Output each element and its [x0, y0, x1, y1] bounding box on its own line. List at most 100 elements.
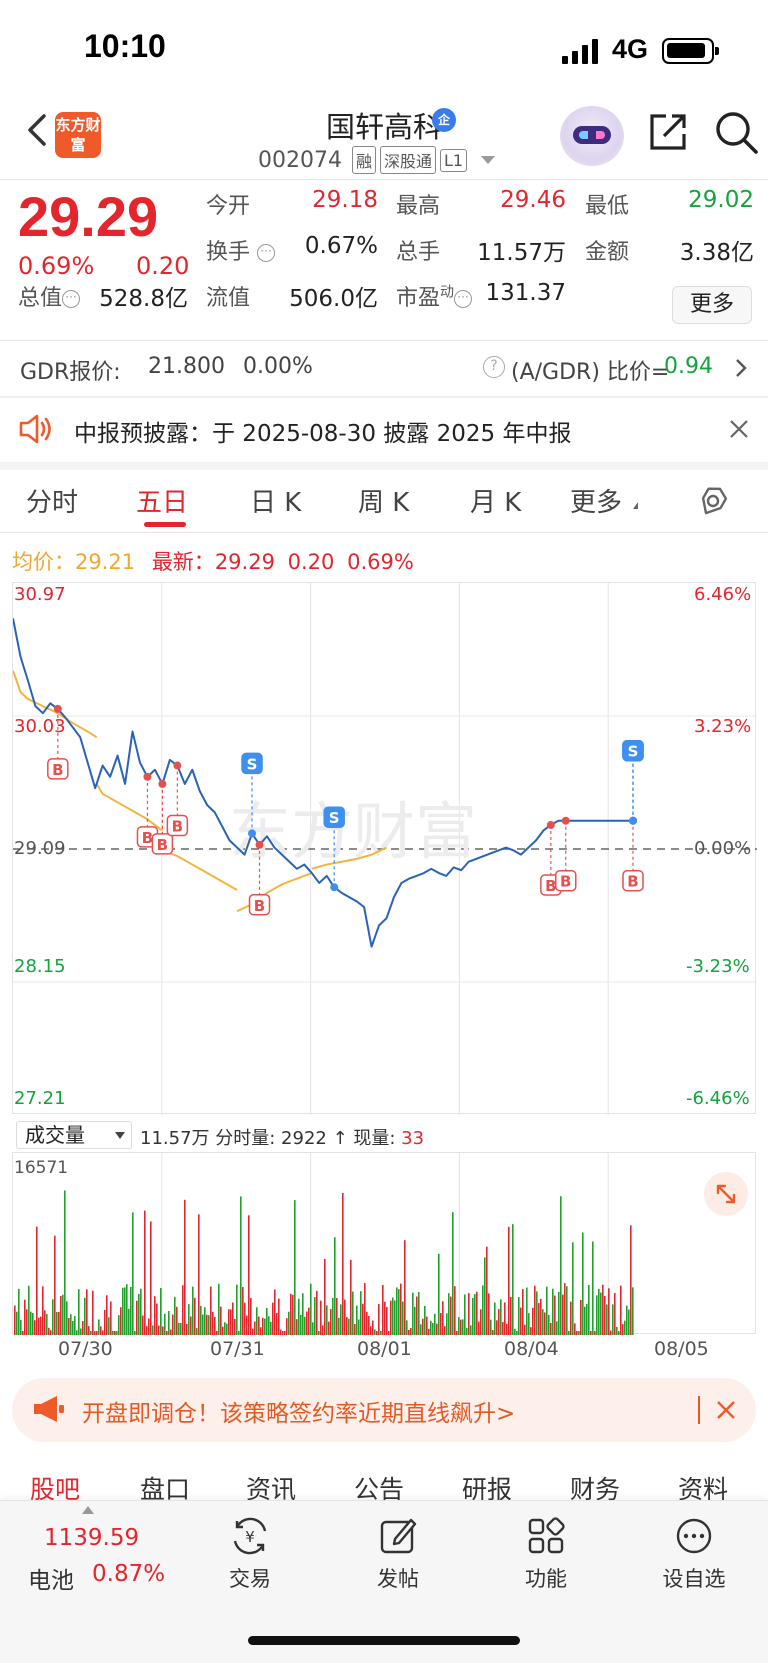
volume-bar: [216, 1331, 218, 1335]
volume-bar: [344, 1299, 346, 1335]
volume-bar: [204, 1307, 206, 1335]
trade-marker-dot: [255, 840, 264, 849]
volume-bar: [380, 1330, 382, 1335]
gear-icon[interactable]: [696, 484, 730, 518]
info-icon[interactable]: ···: [62, 290, 81, 308]
info-icon[interactable]: ···: [257, 244, 276, 262]
y-tick-left: 30.03: [14, 716, 66, 737]
functions-label: 功能: [525, 1567, 567, 1591]
app-logo[interactable]: 东方财富: [55, 112, 101, 158]
trade-button[interactable]: ¥ 交易: [200, 1515, 300, 1593]
tab-finance[interactable]: 财务: [570, 1475, 621, 1500]
tab-profile[interactable]: 资料: [678, 1475, 729, 1500]
volume-bar: [570, 1301, 572, 1335]
info-icon[interactable]: ···: [454, 290, 473, 308]
gdr-row[interactable]: GDR报价: 21.800 0.00% ? (A/GDR) 比价= 0.94: [0, 340, 768, 396]
functions-button[interactable]: 功能: [496, 1515, 596, 1593]
volume-bar: [256, 1307, 258, 1335]
verified-badge-icon: 企: [432, 108, 456, 132]
tab-announcements[interactable]: 公告: [354, 1475, 405, 1500]
notice-bar[interactable]: 中报预披露：于 2025-08-30 披露 2025 年中报: [0, 398, 768, 462]
volume-bar: [298, 1298, 300, 1335]
avg-price-line: [95, 783, 164, 832]
avg-price-line: [162, 849, 238, 891]
volume-bar: [310, 1283, 312, 1335]
close-icon[interactable]: [728, 418, 750, 440]
trade-marker-label: B: [254, 897, 265, 915]
y-tick-left: 27.21: [14, 1088, 66, 1109]
volume-bar: [306, 1311, 308, 1335]
buy-marker: [151, 833, 174, 855]
volume-bar: [158, 1325, 160, 1335]
share-icon[interactable]: [646, 110, 690, 154]
volume-bar: [48, 1327, 50, 1335]
tab-order-book[interactable]: 盘口: [140, 1475, 191, 1500]
volume-bar: [588, 1285, 590, 1335]
volume-bar: [184, 1199, 186, 1335]
add-watchlist-button[interactable]: 设自选: [644, 1515, 744, 1593]
trade-marker-label: B: [172, 818, 183, 836]
avg-label: 均价：: [12, 550, 75, 574]
volume-bar: [508, 1226, 510, 1335]
promo-banner[interactable]: 开盘即调仓！该策略签约率近期直线飙升>: [12, 1378, 756, 1442]
stock-code-row[interactable]: 002074 融 深股通 L1: [258, 146, 496, 174]
volume-bar: [198, 1214, 200, 1335]
chevron-right-icon[interactable]: [733, 358, 749, 378]
volume-bar: [416, 1296, 418, 1335]
volume-bar: [496, 1320, 498, 1335]
back-icon[interactable]: [18, 110, 58, 150]
close-icon[interactable]: [716, 1400, 736, 1420]
caret-up-icon[interactable]: [82, 1506, 94, 1514]
sector-index-value[interactable]: 1139.59: [44, 1525, 140, 1551]
five-day-chart[interactable]: 东方财富BBBBSBSBBBSSS: [12, 582, 757, 1115]
volume-bar: [506, 1323, 508, 1335]
sell-marker: [622, 739, 644, 762]
y-tick-left: 28.15: [14, 956, 66, 977]
help-icon[interactable]: ?: [483, 356, 505, 378]
tab-five-day[interactable]: 五日: [136, 488, 189, 518]
search-icon[interactable]: [712, 108, 760, 156]
volume-bar: [266, 1307, 268, 1335]
volume-bar: [430, 1320, 432, 1335]
volume-bar: [364, 1282, 366, 1335]
volume-chart[interactable]: [12, 1152, 756, 1335]
divider: [0, 340, 768, 341]
volume-bar: [532, 1307, 534, 1335]
volume-bar: [186, 1323, 188, 1335]
tab-intraday[interactable]: 分时: [26, 488, 79, 518]
tab-weekly-k[interactable]: 周 K: [358, 488, 410, 518]
trade-marker-dot: [143, 772, 152, 781]
trade-marker-dot: [173, 761, 182, 770]
tab-news[interactable]: 资讯: [246, 1475, 297, 1500]
tab-more[interactable]: 更多: [570, 488, 623, 518]
volume-bar: [350, 1259, 352, 1335]
post-button[interactable]: 发帖: [348, 1515, 448, 1593]
volume-bar: [604, 1296, 606, 1335]
tag-margin: 融: [351, 146, 376, 174]
volume-bar: [596, 1295, 598, 1335]
x-date-label: 08/01: [357, 1338, 412, 1360]
volume-bar: [30, 1311, 32, 1335]
expand-button[interactable]: [704, 1172, 748, 1216]
tab-guba[interactable]: 股吧: [30, 1475, 81, 1500]
tab-monthly-k[interactable]: 月 K: [470, 488, 522, 518]
volume-bar: [50, 1330, 52, 1335]
tab-research[interactable]: 研报: [462, 1475, 513, 1500]
volume-bar: [166, 1331, 168, 1335]
more-quote-button[interactable]: 更多: [672, 286, 752, 324]
volume-bar: [378, 1304, 380, 1335]
tab-daily-k[interactable]: 日 K: [250, 488, 302, 518]
chevron-down-icon[interactable]: [481, 156, 496, 164]
sector-name[interactable]: 电池: [28, 1568, 74, 1594]
volume-bar: [150, 1221, 152, 1335]
ai-assistant-icon[interactable]: [560, 106, 624, 166]
content-tabs: 股吧 盘口 资讯 公告 研报 财务 资料: [0, 1460, 768, 1500]
volume-selector[interactable]: 成交量: [16, 1121, 132, 1149]
volume-bar: [54, 1235, 56, 1335]
float-cap-label: 流值: [206, 286, 251, 311]
trade-label: 交易: [229, 1567, 271, 1591]
trade-marker-label: B: [52, 761, 63, 779]
volume-bar: [342, 1192, 344, 1335]
volume-bar: [32, 1312, 34, 1335]
high-value: 29.46: [500, 187, 566, 213]
